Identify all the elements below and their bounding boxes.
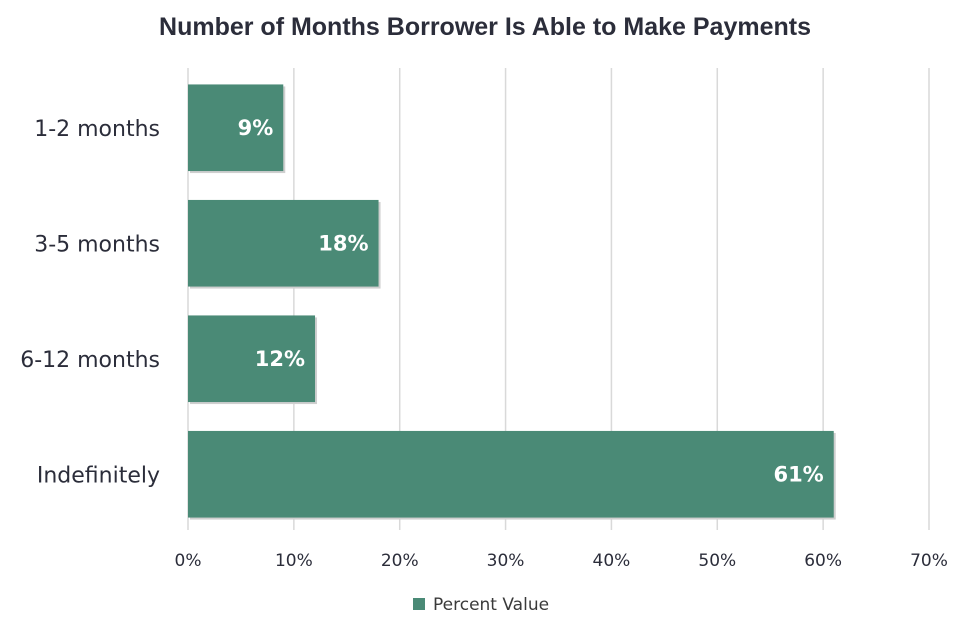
chart-title: Number of Months Borrower Is Able to Mak… <box>159 13 811 41</box>
x-tick-label: 20% <box>381 551 419 571</box>
legend: Percent Value <box>413 595 549 615</box>
legend-swatch <box>413 598 425 610</box>
x-axis-tick-labels: 0% 10% 20% 30% 40% 50% 60% 70% <box>175 551 948 571</box>
bar <box>188 84 284 172</box>
category-labels: 1-2 months 3-5 months 6-12 months Indefinit… <box>20 117 160 489</box>
data-label: 61% <box>773 462 823 486</box>
x-tick-label: 30% <box>487 551 525 571</box>
category-label: 6-12 months <box>20 348 160 373</box>
bar <box>188 199 379 287</box>
bar <box>188 315 316 403</box>
x-tick-label: 0% <box>175 551 202 571</box>
x-tick-label: 10% <box>275 551 313 571</box>
x-tick-label: 60% <box>804 551 842 571</box>
data-label: 12% <box>255 347 305 371</box>
x-tick-label: 40% <box>593 551 631 571</box>
legend-label-percent-value: Percent Value <box>433 595 549 615</box>
data-label: 9% <box>238 116 274 140</box>
x-tick-label: 50% <box>698 551 736 571</box>
category-label: 1-2 months <box>34 117 160 142</box>
gridlines <box>187 68 930 530</box>
category-label: Indefinitely <box>37 463 160 488</box>
bars: 9% 18% 12% 61% <box>188 84 836 520</box>
category-label: 3-5 months <box>34 232 160 257</box>
x-tick-label: 70% <box>910 551 948 571</box>
bar <box>188 430 834 518</box>
data-label: 18% <box>318 231 368 255</box>
